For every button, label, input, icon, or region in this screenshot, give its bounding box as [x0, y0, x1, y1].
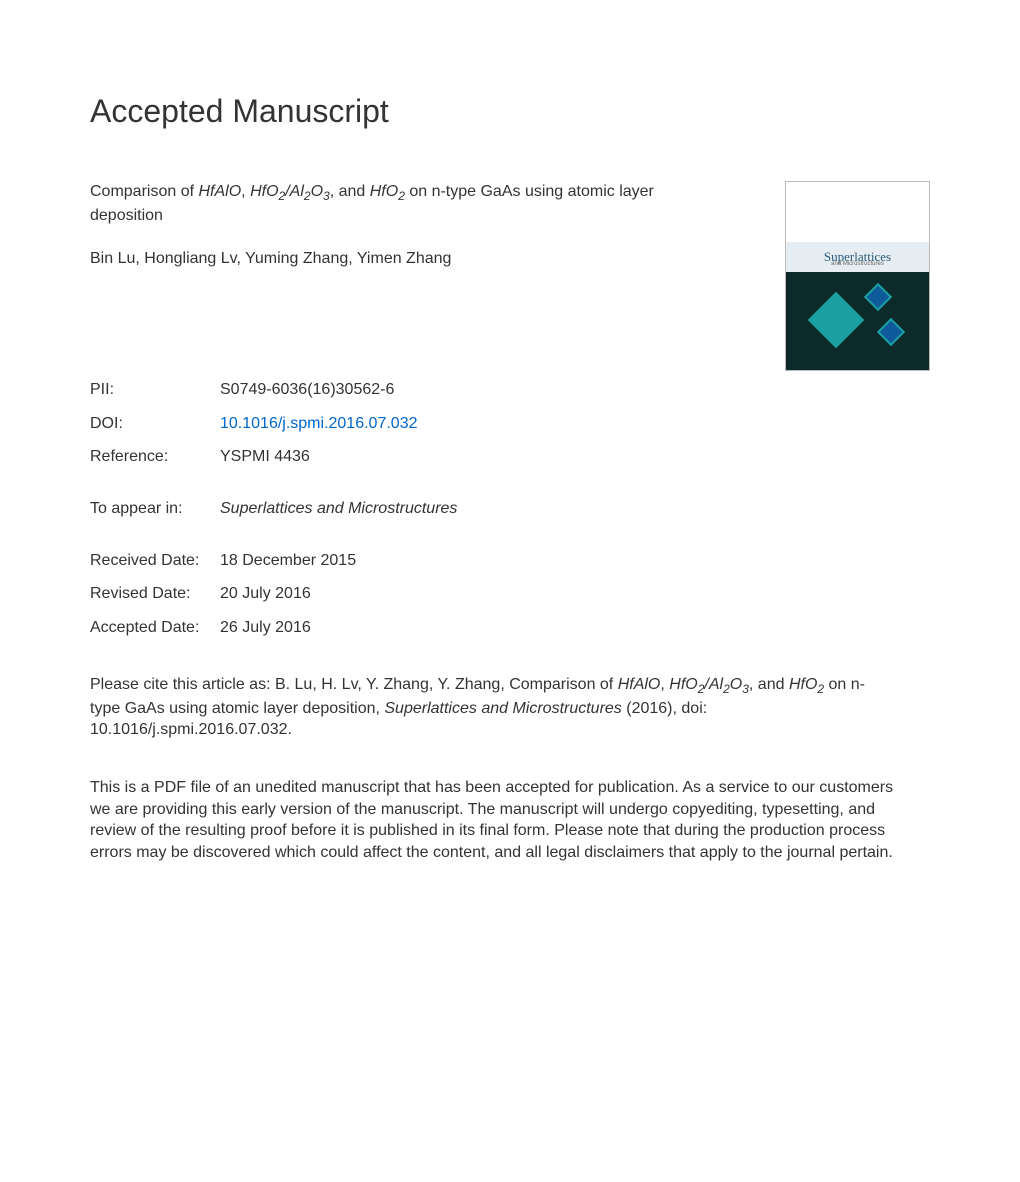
- meta-row-received: Received Date: 18 December 2015: [90, 550, 930, 572]
- accepted-value: 26 July 2016: [220, 617, 311, 639]
- metadata-table: PII: S0749-6036(16)30562-6 DOI: 10.1016/…: [90, 379, 930, 638]
- meta-label: Accepted Date:: [90, 617, 220, 639]
- cover-journal-subtitle: and Microstructures: [786, 260, 929, 268]
- cover-art: [786, 272, 929, 370]
- cover-diamond-small-icon: [864, 283, 892, 311]
- article-title: Comparison of HfAlO, HfO2/Al2O3, and HfO…: [90, 181, 690, 226]
- meta-row-revised: Revised Date: 20 July 2016: [90, 583, 930, 605]
- authors: Bin Lu, Hongliang Lv, Yuming Zhang, Yime…: [90, 248, 690, 270]
- title-block: Comparison of HfAlO, HfO2/Al2O3, and HfO…: [90, 181, 690, 310]
- meta-label: PII:: [90, 379, 220, 401]
- meta-row-accepted: Accepted Date: 26 July 2016: [90, 617, 930, 639]
- title-sep1: ,: [241, 183, 250, 200]
- citation-chem2: HfO2/Al2O3: [669, 676, 749, 693]
- title-prefix: Comparison of: [90, 183, 199, 200]
- disclaimer-paragraph: This is a PDF file of an unedited manusc…: [90, 777, 910, 863]
- reference-value: YSPMI 4436: [220, 446, 310, 468]
- citation-chem1: HfAlO: [618, 676, 661, 693]
- title-sep2: , and: [330, 183, 370, 200]
- meta-label: To appear in:: [90, 498, 220, 520]
- cover-top: [786, 182, 929, 242]
- citation-chem3: HfO2: [789, 676, 824, 693]
- meta-row-appear: To appear in: Superlattices and Microstr…: [90, 498, 930, 520]
- citation-paragraph: Please cite this article as: B. Lu, H. L…: [90, 674, 870, 741]
- doi-link[interactable]: 10.1016/j.spmi.2016.07.032: [220, 413, 417, 435]
- meta-label: Reference:: [90, 446, 220, 468]
- cover-diamond-small-icon: [877, 318, 905, 346]
- citation-prefix: Please cite this article as: B. Lu, H. L…: [90, 676, 618, 693]
- meta-label: Revised Date:: [90, 583, 220, 605]
- meta-label: Received Date:: [90, 550, 220, 572]
- accepted-manuscript-heading: Accepted Manuscript: [90, 90, 930, 133]
- cover-diamond-icon: [808, 292, 865, 349]
- revised-value: 20 July 2016: [220, 583, 311, 605]
- appear-value: Superlattices and Microstructures: [220, 498, 457, 520]
- citation-journal: Superlattices and Microstructures: [384, 700, 621, 717]
- received-value: 18 December 2015: [220, 550, 356, 572]
- top-row: Comparison of HfAlO, HfO2/Al2O3, and HfO…: [90, 181, 930, 371]
- journal-cover-thumbnail: Superlattices and Microstructures: [785, 181, 930, 371]
- meta-label: DOI:: [90, 413, 220, 435]
- meta-row-pii: PII: S0749-6036(16)30562-6: [90, 379, 930, 401]
- pii-value: S0749-6036(16)30562-6: [220, 379, 394, 401]
- meta-row-reference: Reference: YSPMI 4436: [90, 446, 930, 468]
- chem-hfo2b: HfO2: [370, 183, 405, 200]
- chem-hfo2: HfO2/Al2O3: [250, 183, 330, 200]
- meta-row-doi: DOI: 10.1016/j.spmi.2016.07.032: [90, 413, 930, 435]
- chem-hfalo: HfAlO: [199, 183, 242, 200]
